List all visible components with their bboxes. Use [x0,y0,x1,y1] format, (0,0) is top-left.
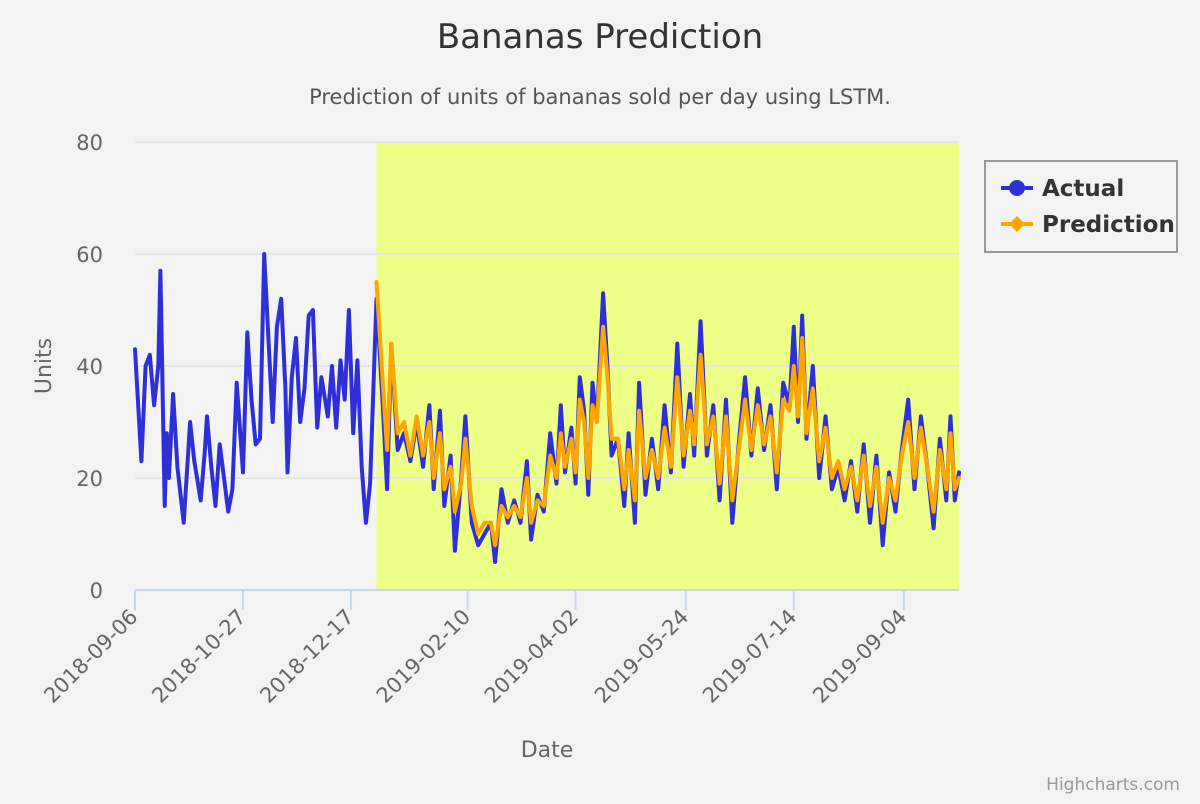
y-axis-tick-labels: 0 20 40 60 80 [76,131,103,603]
legend-item-prediction[interactable]: Prediction [1001,212,1175,238]
legend-box [984,160,1178,253]
y-axis-title: Units [32,338,57,394]
credits-link[interactable]: Highcharts.com [1046,775,1180,795]
series-layer [133,252,961,564]
x-axis: 2018-09-06 2018-10-27 2018-12-17 2019-02-10… [39,589,959,708]
y-tick-label-80: 80 [76,131,103,155]
legend-actual-label: Actual [1042,176,1124,202]
x-tick-label-4: 2019-04-02 [480,605,583,708]
legend-prediction-label: Prediction [1042,212,1175,238]
y-tick-label-20: 20 [76,467,103,491]
y-tick-label-60: 60 [76,243,103,267]
legend-actual-marker [1009,180,1025,196]
y-tick-label-0: 0 [90,579,103,603]
legend-prediction-marker [1009,216,1025,232]
legend: Actual Prediction [984,160,1178,253]
y-tick-label-40: 40 [76,355,103,379]
grid-layer [135,141,959,479]
x-tick-label-6: 2019-07-14 [698,605,801,708]
x-tick-label-5: 2019-05-24 [590,605,693,708]
x-axis-title: Date [521,738,574,763]
chart-subtitle: Prediction of units of bananas sold per … [309,85,891,109]
x-tick-label-7: 2019-09-04 [808,605,911,708]
x-tick-label-3: 2019-02-10 [372,605,475,708]
series-line-prediction[interactable] [374,280,961,548]
chart-title: Bananas Prediction [437,17,763,57]
x-tick-label-1: 2018-10-27 [147,605,250,708]
legend-item-actual[interactable]: Actual [1001,176,1124,202]
x-tick-label-2: 2018-12-17 [255,605,358,708]
x-tick-label-0: 2018-09-06 [39,605,142,708]
